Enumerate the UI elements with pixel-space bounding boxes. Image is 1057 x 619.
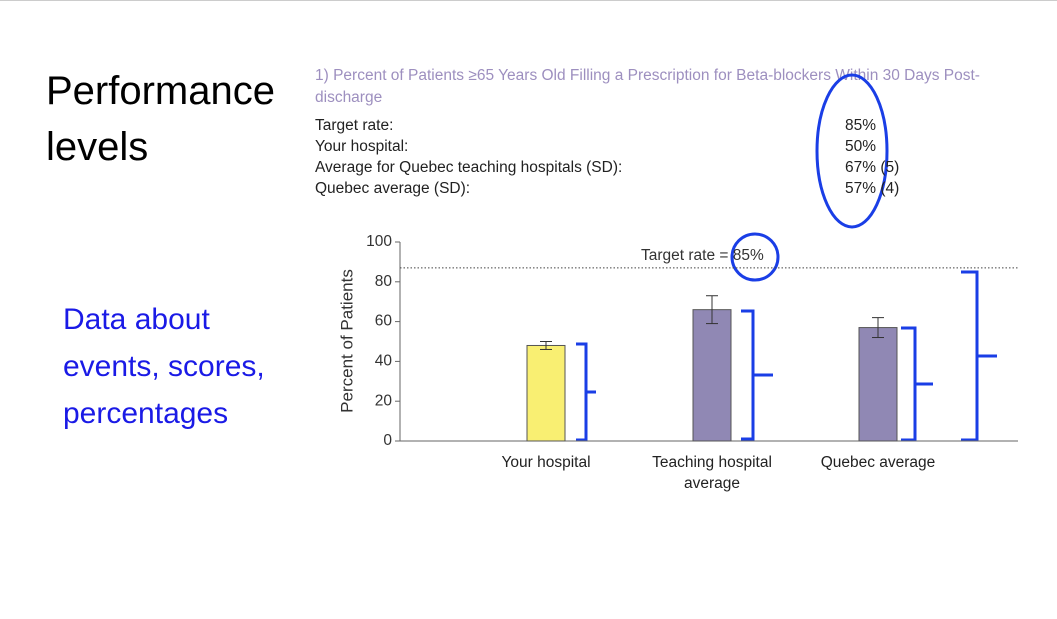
brace xyxy=(741,309,773,441)
x-tick-label: Teaching hospital average xyxy=(652,454,772,492)
y-tick-label: 0 xyxy=(383,432,392,449)
row-label: Average for Quebec teaching hospitals (S… xyxy=(315,159,623,176)
brace xyxy=(961,270,997,442)
y-tick-label: 60 xyxy=(375,313,393,330)
bar xyxy=(692,309,732,442)
y-tick-label: 40 xyxy=(375,352,393,369)
y-tick-label: 80 xyxy=(375,273,393,290)
bar xyxy=(858,327,898,442)
y-axis-label: Percent of Patients xyxy=(337,269,356,413)
highlight-ellipse xyxy=(815,73,889,229)
panel-heading: 1) Percent of Patients ≥65 Years Old Fil… xyxy=(315,67,980,106)
annotation-marks xyxy=(576,73,997,442)
bar xyxy=(526,344,566,442)
brace xyxy=(576,342,596,442)
highlight-circle xyxy=(730,232,780,282)
row-value: 85% xyxy=(845,117,877,134)
y-tick-label: 100 xyxy=(366,233,392,250)
row-label: Your hospital: xyxy=(315,138,409,155)
row-label: Target rate: xyxy=(315,117,394,134)
slide-note: Data about events, scores, percentages xyxy=(63,303,265,430)
row-label: Quebec average (SD): xyxy=(315,180,471,197)
row-value: 57% (4) xyxy=(845,180,900,197)
slide-title: Performance levels xyxy=(46,69,275,169)
y-tick-label: 20 xyxy=(375,392,393,409)
x-tick-label: Quebec average xyxy=(820,454,936,471)
target-annotation: Target rate = 85% xyxy=(641,247,764,264)
brace xyxy=(901,326,933,442)
x-tick-label: Your hospital xyxy=(501,454,591,471)
row-value: 67% (5) xyxy=(845,159,900,176)
row-value: 50% xyxy=(845,138,877,155)
